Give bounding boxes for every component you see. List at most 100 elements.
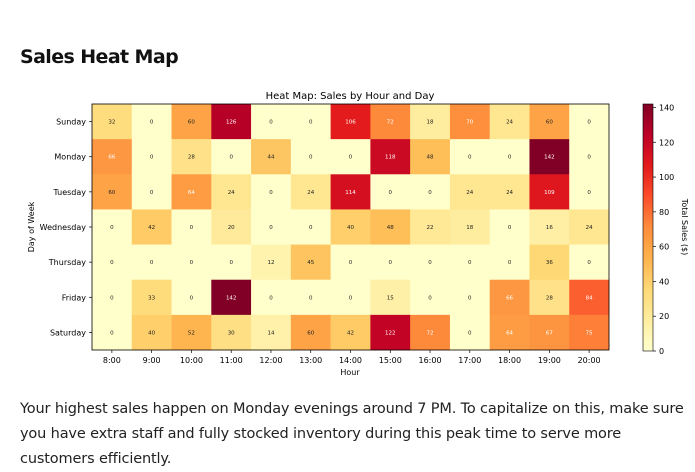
colorbar-tick-label: 60 <box>659 243 669 252</box>
heatmap-cell <box>489 139 530 175</box>
x-tick-label: 13:00 <box>299 356 322 365</box>
heatmap-cell <box>171 104 212 140</box>
cell-value-label: 0 <box>110 330 114 336</box>
cell-value-label: 0 <box>587 190 591 196</box>
cell-value-label: 0 <box>190 225 194 231</box>
cell-value-label: 0 <box>468 260 472 266</box>
heatmap-cell <box>449 139 490 175</box>
y-tick-label: Saturday <box>50 328 86 337</box>
heatmap-cell <box>290 279 331 316</box>
colorbar-label: Total Sales ($) <box>680 198 689 255</box>
heatmap-cell <box>211 139 252 175</box>
cell-value-label: 0 <box>309 155 313 161</box>
cell-value-label: 44 <box>267 155 274 161</box>
heatmap-cell <box>449 314 490 351</box>
heatmap-cell <box>330 104 371 140</box>
heatmap-cell <box>529 139 570 175</box>
y-tick-label: Tuesday <box>52 188 86 197</box>
cell-value-label: 84 <box>586 295 593 301</box>
heatmap-cell <box>330 244 371 281</box>
cell-value-label: 33 <box>148 295 155 301</box>
cell-value-label: 0 <box>389 190 393 196</box>
heatmap-cell <box>251 279 292 316</box>
heatmap-cell <box>92 279 133 316</box>
heatmap-cell <box>330 279 371 316</box>
heatmap-cell <box>92 174 133 210</box>
heatmap-cell <box>171 174 212 210</box>
cell-value-label: 40 <box>347 225 354 231</box>
cell-value-label: 118 <box>385 155 396 161</box>
heatmap-cell <box>171 279 212 316</box>
heatmap-cell <box>410 104 451 140</box>
x-axis-ticks: 8:00 9:00 10:00 11:00 12:00 13:00 14:00 15:00 16… <box>103 350 601 365</box>
cell-value-label: 0 <box>468 155 472 161</box>
heatmap-cell <box>92 314 133 351</box>
cell-value-label: 0 <box>150 155 154 161</box>
heatmap-cell <box>569 279 610 316</box>
cell-value-label: 142 <box>226 295 237 301</box>
heatmap-cell-labels: 32 0 60 126 0 0 106 72 18 70 24 60 066 0 28 0 44 0 0 118 48 0… <box>108 120 593 337</box>
heatmap-cell <box>92 209 133 245</box>
heatmap-cell <box>211 244 252 281</box>
heatmap-cell <box>330 209 371 245</box>
cell-value-label: 0 <box>428 295 432 301</box>
heatmap-cell <box>251 104 292 140</box>
heatmap-cell <box>569 244 610 281</box>
heatmap-cell <box>370 209 411 245</box>
cell-value-label: 24 <box>506 120 513 126</box>
cell-value-label: 0 <box>229 155 233 161</box>
page-title: Sales Heat Map <box>20 46 179 68</box>
heatmap-cell <box>489 104 530 140</box>
x-tick-label: 18:00 <box>498 356 521 365</box>
cell-value-label: 0 <box>587 120 591 126</box>
cell-value-label: 48 <box>427 155 434 161</box>
cell-value-label: 0 <box>269 120 273 126</box>
heatmap-cell <box>131 244 172 281</box>
cell-value-label: 0 <box>309 295 313 301</box>
heatmap-cell <box>529 244 570 281</box>
cell-value-label: 0 <box>269 190 273 196</box>
cell-value-label: 0 <box>428 190 432 196</box>
heatmap-cell <box>410 279 451 316</box>
heatmap-cell <box>569 104 610 140</box>
x-tick-label: 17:00 <box>458 356 481 365</box>
cell-value-label: 14 <box>267 330 274 336</box>
cell-value-label: 0 <box>110 295 114 301</box>
cell-value-label: 64 <box>188 190 195 196</box>
cell-value-label: 0 <box>428 260 432 266</box>
heatmap-cell <box>529 279 570 316</box>
x-tick-label: 11:00 <box>220 356 243 365</box>
heatmap-cell <box>330 139 371 175</box>
cell-value-label: 0 <box>190 295 194 301</box>
cell-value-label: 0 <box>468 295 472 301</box>
heatmap-cell <box>569 209 610 245</box>
heatmap-cell <box>449 244 490 281</box>
cell-value-label: 142 <box>544 155 555 161</box>
sales-heatmap-chart: Heat Map: Sales by Hour and Day 32 0 60 126… <box>27 91 689 377</box>
heatmap-cell <box>290 209 331 245</box>
cell-value-label: 12 <box>267 260 274 266</box>
cell-value-label: 72 <box>427 330 434 336</box>
heatmap-cell <box>370 279 411 316</box>
cell-value-label: 28 <box>188 155 195 161</box>
heatmap-cell <box>410 139 451 175</box>
heatmap-cell <box>251 244 292 281</box>
heatmap-cell <box>290 104 331 140</box>
cell-value-label: 22 <box>427 225 434 231</box>
heatmap-cell <box>569 174 610 210</box>
cell-value-label: 66 <box>108 155 115 161</box>
cell-value-label: 0 <box>309 225 313 231</box>
insight-paragraph: Your highest sales happen on Monday even… <box>20 401 684 467</box>
cell-value-label: 0 <box>587 260 591 266</box>
heatmap-cell <box>370 104 411 140</box>
cell-value-label: 66 <box>506 295 513 301</box>
heatmap-cell <box>410 244 451 281</box>
x-tick-label: 8:00 <box>103 356 121 365</box>
colorbar-tick-label: 140 <box>659 103 674 112</box>
cell-value-label: 18 <box>466 225 473 231</box>
y-tick-label: Friday <box>62 293 87 302</box>
heatmap-cell <box>370 314 411 351</box>
heatmap-cell <box>211 174 252 210</box>
cell-value-label: 28 <box>546 295 553 301</box>
cell-value-label: 122 <box>385 330 396 336</box>
